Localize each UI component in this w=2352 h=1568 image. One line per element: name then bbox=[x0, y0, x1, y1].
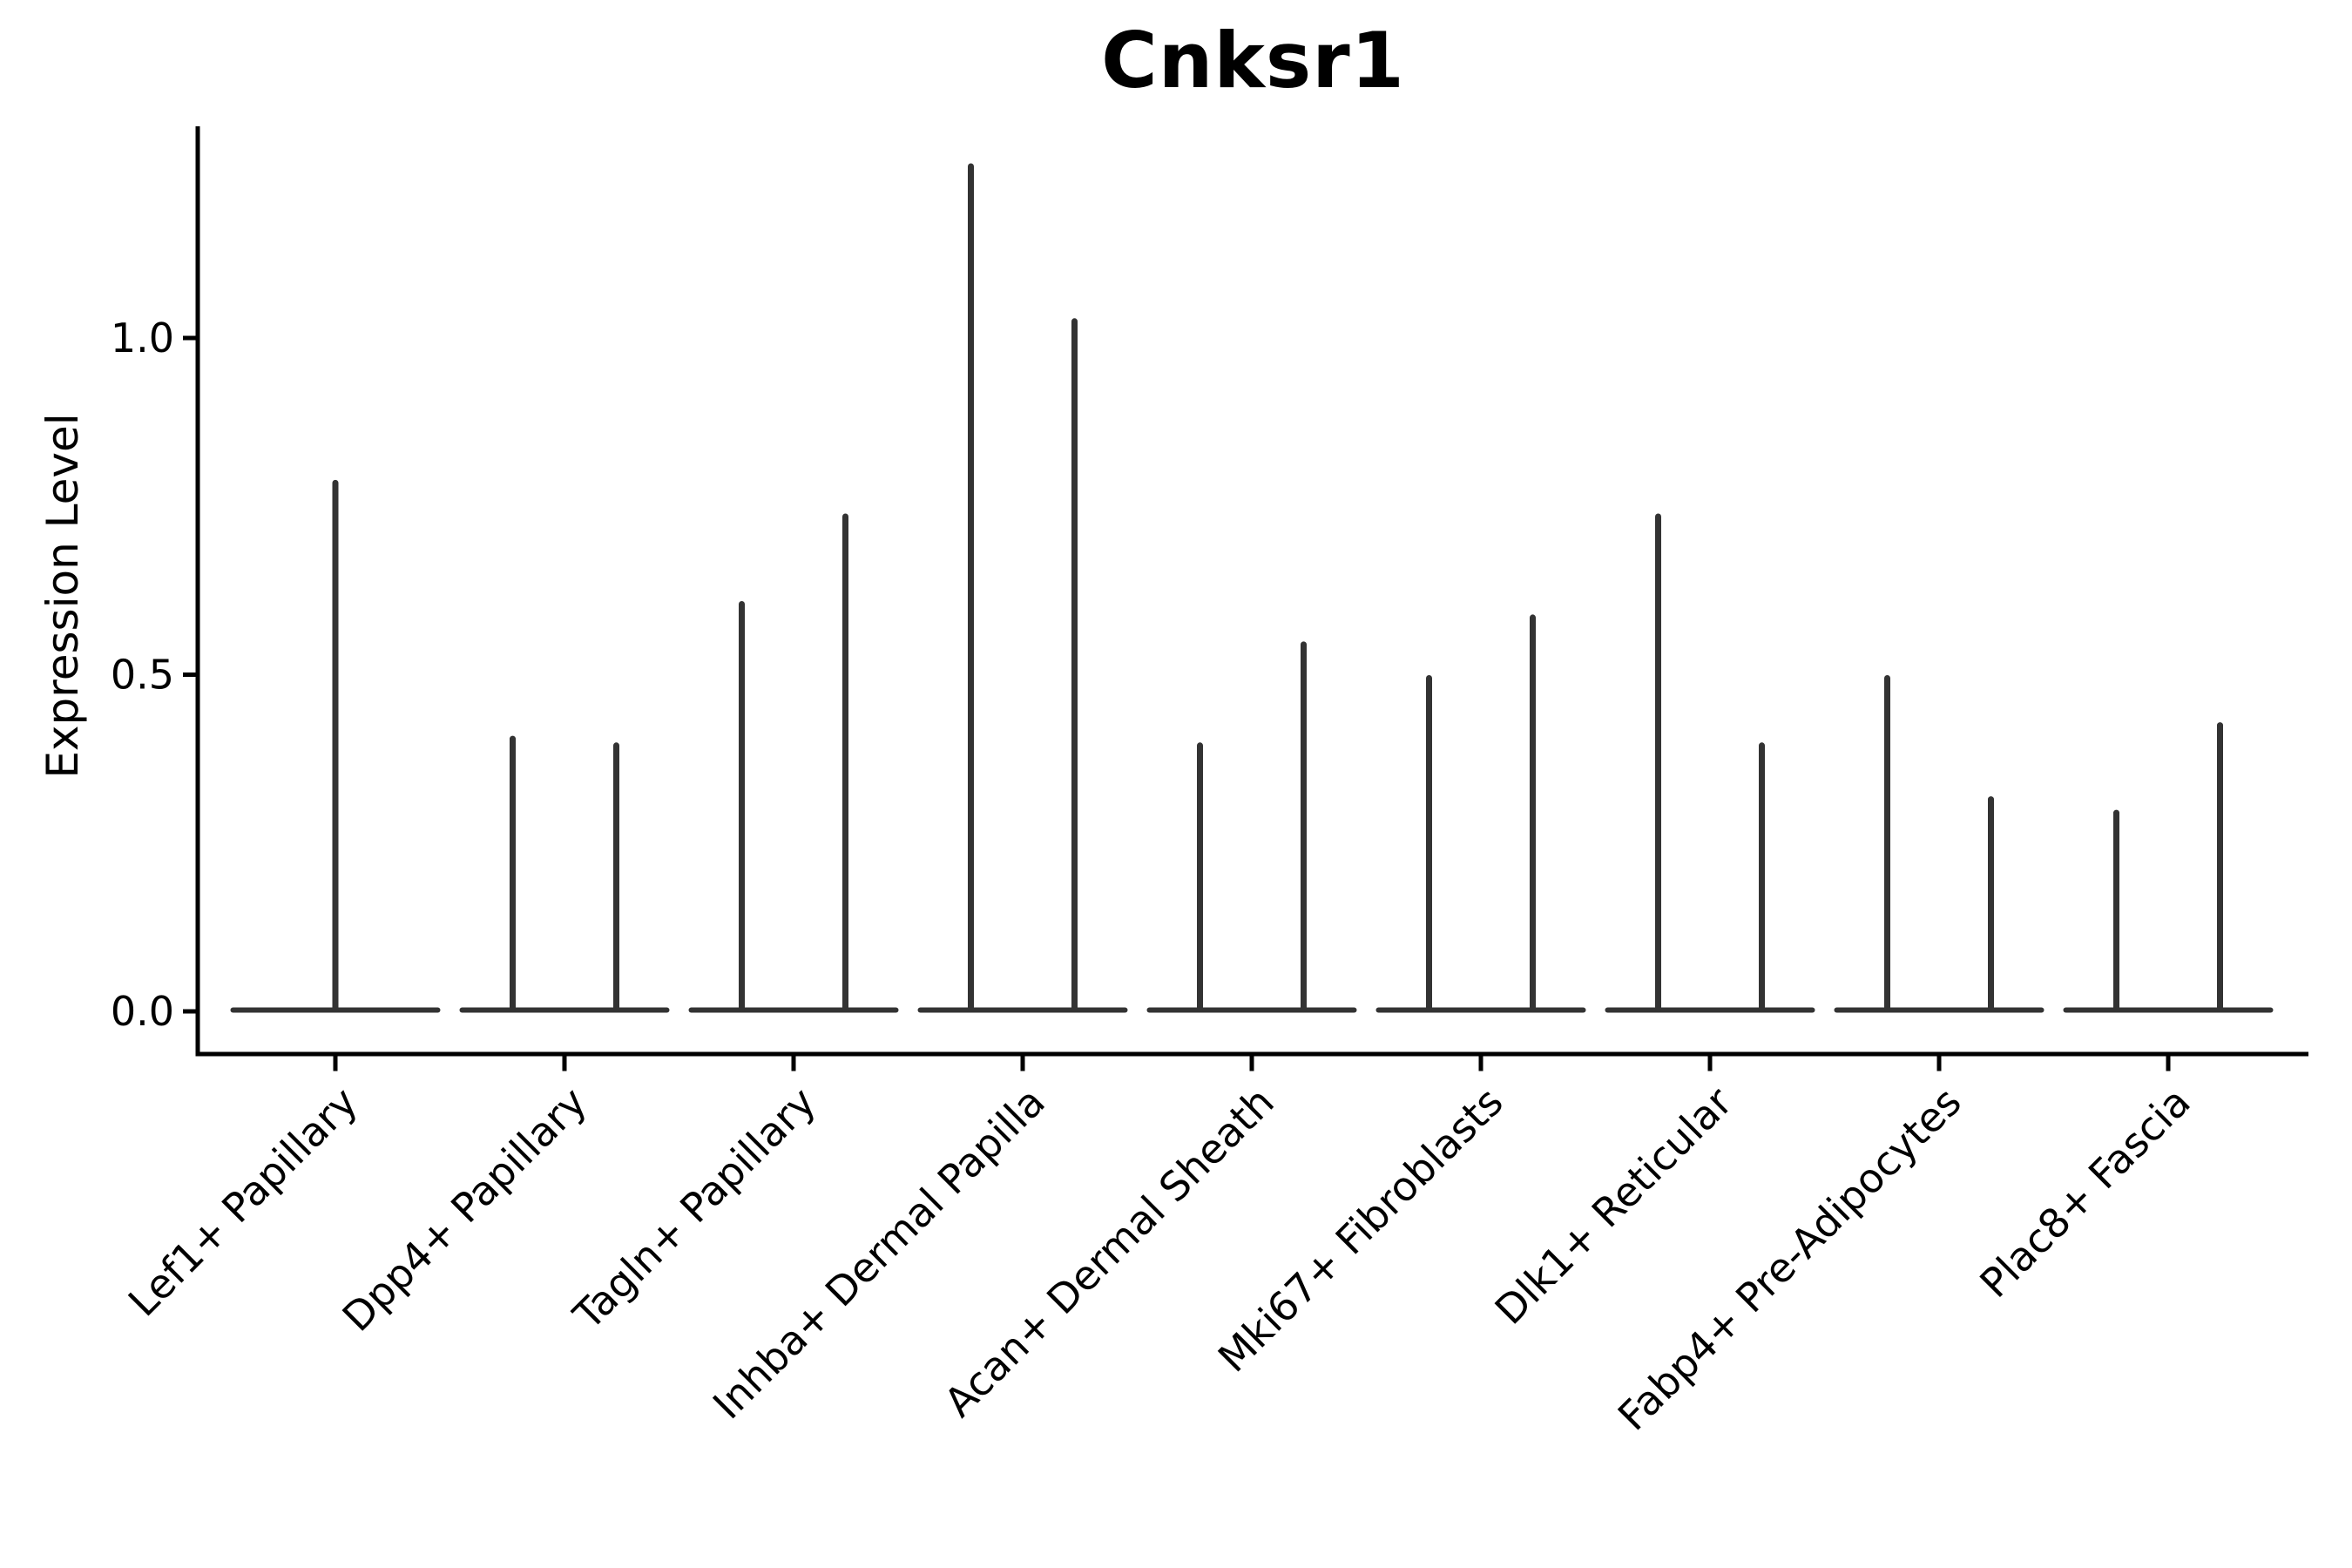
y-tick-label: 0.0 bbox=[111, 988, 174, 1035]
x-category-label: Dpp4+ Papillary bbox=[334, 1078, 596, 1341]
chart-title: Cnksr1 bbox=[1101, 16, 1405, 105]
x-category-label: Lef1+ Papillary bbox=[119, 1078, 367, 1326]
x-category-label: Tagln+ Papillary bbox=[564, 1078, 825, 1340]
x-category-label: Dlk1+ Reticular bbox=[1486, 1078, 1741, 1334]
y-tick-label: 1.0 bbox=[111, 314, 174, 362]
x-category-label: Plac8+ Fascia bbox=[1970, 1078, 2199, 1307]
y-tick-label: 0.5 bbox=[111, 652, 174, 699]
